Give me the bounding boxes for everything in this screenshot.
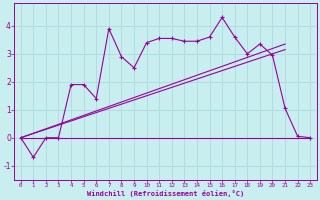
X-axis label: Windchill (Refroidissement éolien,°C): Windchill (Refroidissement éolien,°C) bbox=[87, 190, 244, 197]
